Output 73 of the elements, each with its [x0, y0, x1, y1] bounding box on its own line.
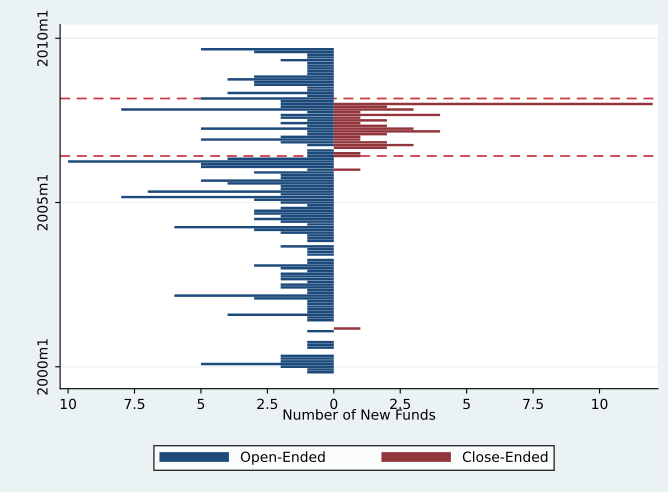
y-tick-label: 2000m1 [37, 339, 48, 395]
bar [280, 114, 334, 116]
bar [334, 119, 387, 122]
x-tick-label: 0 [330, 398, 338, 410]
bar [307, 344, 334, 346]
bar [307, 240, 334, 242]
x-axis-title: Number of New Funds [284, 409, 436, 420]
bar [200, 362, 334, 366]
bar [121, 196, 334, 198]
bar [334, 152, 360, 154]
bar [307, 236, 334, 240]
bar [280, 278, 334, 280]
bar [254, 210, 334, 212]
bar [200, 138, 334, 141]
bar [200, 166, 334, 168]
bar [228, 78, 334, 81]
bar [280, 354, 334, 358]
x-tick-label: 2.5 [390, 398, 410, 410]
bar [334, 114, 440, 116]
bar [228, 314, 334, 316]
bar [280, 122, 334, 124]
bar [334, 168, 360, 171]
bar [307, 346, 334, 349]
bar [307, 305, 334, 308]
x-tick-label: 2.5 [257, 398, 278, 410]
x-tick-label: 7.5 [523, 398, 543, 410]
bar [307, 371, 334, 374]
x-tick-label: 10 [592, 398, 608, 410]
bar [68, 160, 334, 163]
bar [334, 144, 414, 146]
bar [280, 272, 334, 275]
bar [307, 308, 334, 311]
bar [307, 152, 334, 154]
bar [307, 330, 334, 332]
bar [148, 190, 334, 193]
bar [200, 127, 334, 130]
bar [307, 253, 334, 256]
bar [280, 58, 334, 62]
bar [334, 108, 414, 111]
bar [200, 179, 334, 182]
bar [307, 319, 334, 322]
bar [307, 302, 334, 306]
bar [280, 275, 334, 278]
bar [307, 67, 334, 70]
bar [280, 245, 334, 248]
bar [307, 64, 334, 67]
bar [254, 218, 334, 220]
bar [200, 48, 334, 50]
bar [307, 250, 334, 254]
bar [280, 357, 334, 360]
bar [334, 130, 440, 133]
y-tick-label: 2005m1 [37, 174, 48, 230]
legend-label: Close-Ended [462, 451, 548, 462]
x-tick-label: 5 [463, 398, 470, 410]
bar [307, 149, 334, 152]
x-tick-label: 5 [198, 398, 204, 410]
bar [280, 116, 334, 119]
bar [174, 294, 334, 297]
bar [121, 108, 334, 111]
bar [334, 327, 360, 330]
bar [307, 70, 334, 72]
x-tick-label: 7.5 [124, 398, 144, 410]
y-tick-label: 2010m1 [37, 10, 48, 66]
bar [174, 226, 334, 228]
bar [228, 92, 334, 94]
bar [254, 84, 334, 86]
bar [307, 258, 334, 262]
bar [254, 171, 334, 174]
bar [307, 340, 334, 344]
legend-label: Open-Ended [240, 451, 325, 465]
bar [280, 286, 334, 289]
bar [280, 283, 334, 286]
x-tick-label: 10 [60, 398, 76, 410]
